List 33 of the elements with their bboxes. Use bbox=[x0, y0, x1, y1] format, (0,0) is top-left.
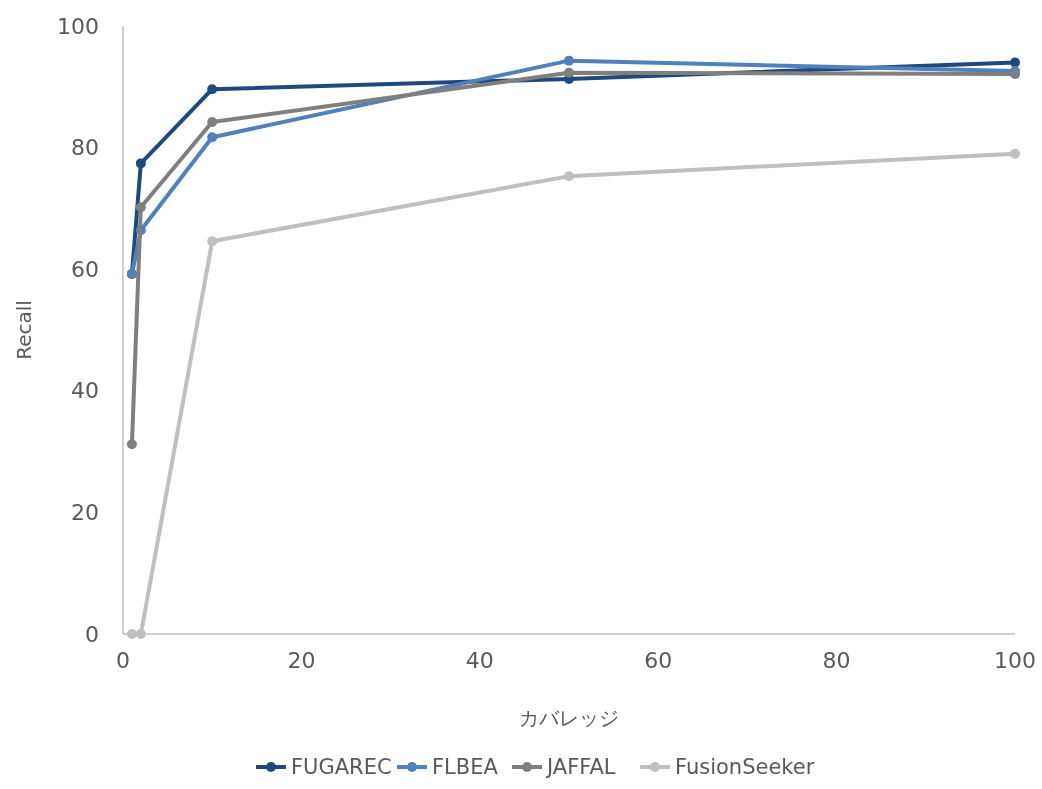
y-tick-label: 20 bbox=[71, 499, 99, 525]
legend-label: FUGAREC bbox=[291, 755, 392, 779]
point bbox=[135, 629, 146, 639]
point bbox=[1010, 57, 1020, 68]
point bbox=[1010, 69, 1020, 80]
point bbox=[564, 171, 574, 182]
y-tick-label: 40 bbox=[71, 378, 99, 404]
legend-label: FusionSeeker bbox=[675, 755, 815, 779]
y-tick-label: 80 bbox=[71, 135, 99, 161]
y-tick-label: 0 bbox=[85, 621, 99, 647]
point bbox=[207, 236, 218, 247]
x-tick-label: 0 bbox=[116, 648, 130, 673]
point bbox=[135, 202, 146, 213]
point bbox=[207, 117, 218, 128]
legend-label: FLBEA bbox=[432, 755, 499, 779]
point bbox=[207, 84, 218, 95]
x-tick-label: 100 bbox=[994, 648, 1036, 673]
point bbox=[564, 67, 574, 78]
x-tick-label: 20 bbox=[287, 648, 316, 673]
y-tick-label: 100 bbox=[57, 13, 99, 39]
y-tick-label: 60 bbox=[71, 256, 99, 282]
point bbox=[126, 629, 137, 639]
legend-label: JAFFAL bbox=[545, 755, 616, 779]
point bbox=[207, 132, 218, 143]
point bbox=[126, 439, 137, 450]
y-axis-title: Recall bbox=[12, 300, 36, 360]
point bbox=[1010, 148, 1020, 159]
x-tick-label: 60 bbox=[644, 648, 673, 673]
point bbox=[564, 55, 574, 66]
x-axis-title: カバレッジ bbox=[519, 706, 619, 730]
point bbox=[135, 158, 146, 169]
x-tick-label: 80 bbox=[822, 648, 851, 673]
x-tick-label: 40 bbox=[465, 648, 494, 673]
